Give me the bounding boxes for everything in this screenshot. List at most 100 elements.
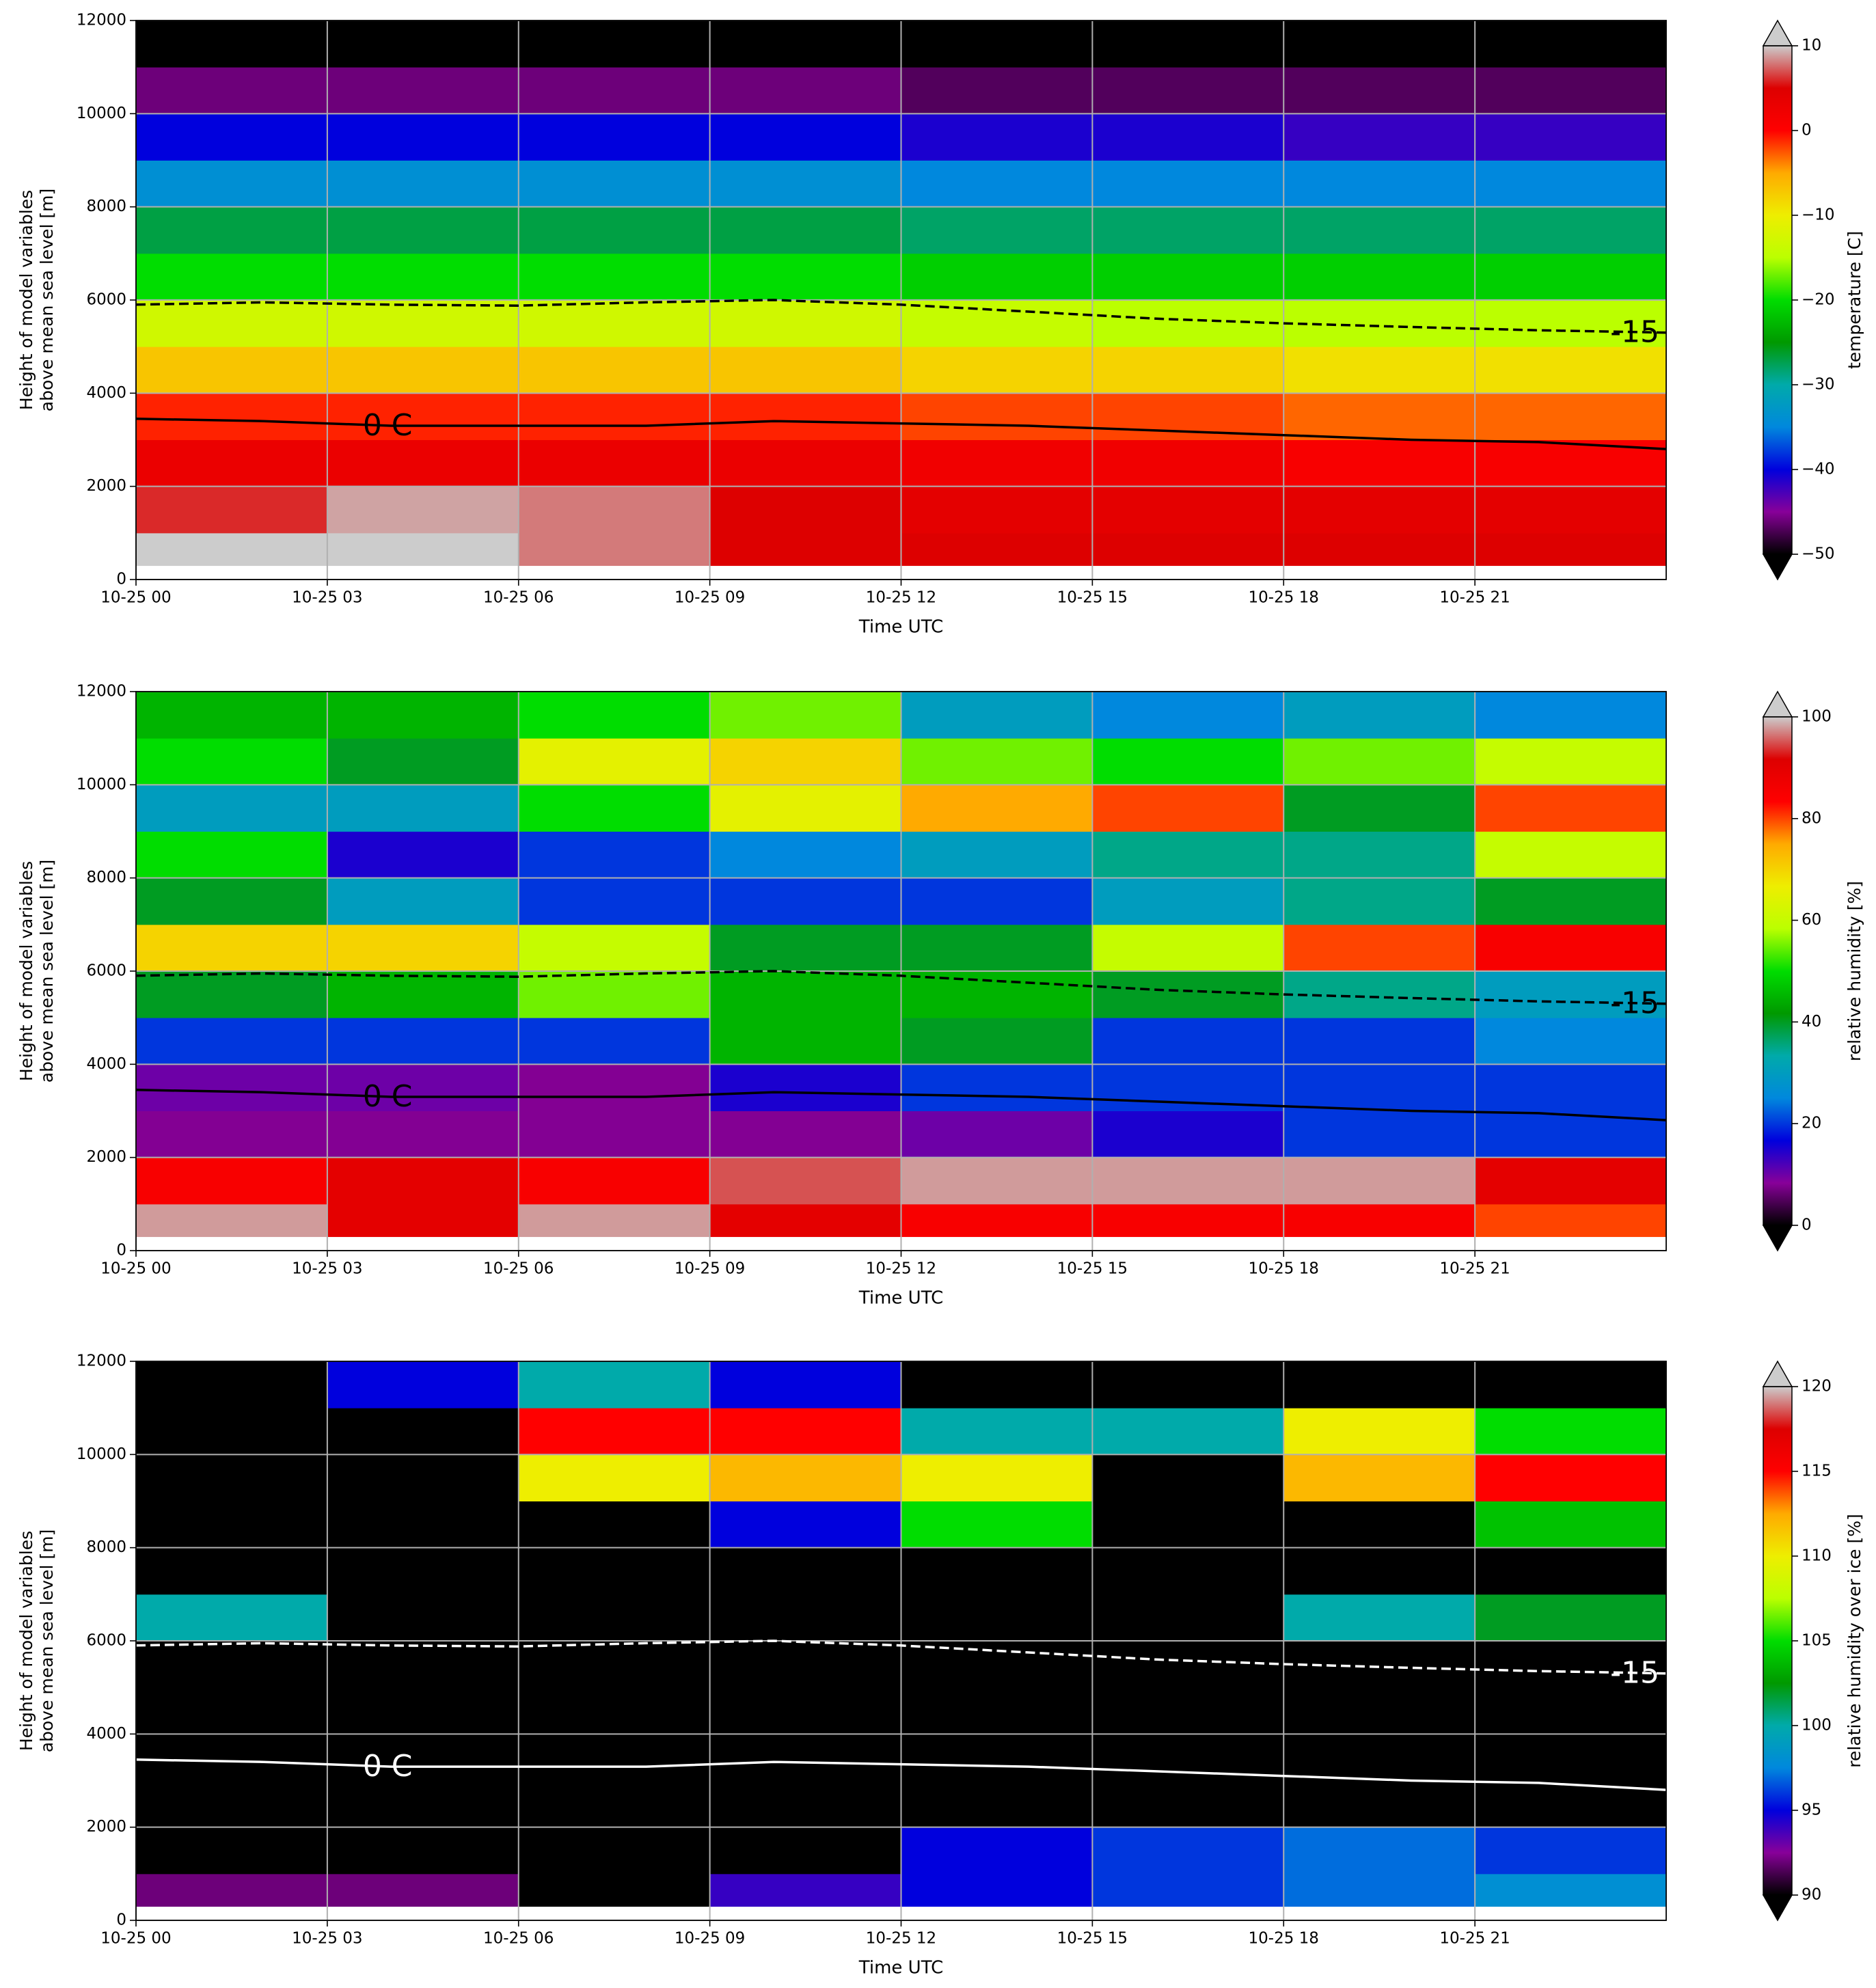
heatmap-cell <box>1092 1687 1284 1734</box>
colorbar-tick-label: −10 <box>1802 206 1835 224</box>
heatmap-cell <box>1283 1547 1476 1595</box>
heatmap-cell <box>901 1641 1093 1688</box>
heatmap-cell <box>1475 113 1667 161</box>
heatmap-cell <box>518 1203 711 1238</box>
heatmap-cell <box>327 924 519 972</box>
heatmap-cell <box>901 113 1093 161</box>
heatmap-cell <box>1092 67 1284 114</box>
heatmap-cell <box>518 532 711 567</box>
heatmap-cell <box>709 1827 901 1875</box>
heatmap-cell <box>136 113 328 161</box>
heatmap-cell <box>1475 1873 1667 1907</box>
heatmap-cell <box>136 1594 328 1642</box>
x-tick-label: 10-25 12 <box>866 589 936 607</box>
heatmap-cell <box>709 1687 901 1734</box>
heatmap-cell <box>901 1018 1093 1065</box>
x-axis-label: Time UTC <box>858 1958 943 1978</box>
heatmap-cell <box>518 924 711 972</box>
y-axis-label: Height of model variables <box>16 1531 36 1751</box>
heatmap-cell <box>136 924 328 972</box>
heatmap-cell <box>1283 1361 1476 1408</box>
heatmap-cell <box>1283 1454 1476 1501</box>
heatmap-cell <box>327 692 519 739</box>
heatmap-cell <box>136 1111 328 1158</box>
colorbar-tick-label: 95 <box>1802 1801 1821 1819</box>
heatmap-cell <box>709 532 901 567</box>
heatmap-cell <box>518 206 711 254</box>
heatmap-cell <box>1283 113 1476 161</box>
heatmap-cell <box>1092 1641 1284 1688</box>
heatmap-cell <box>1283 785 1476 832</box>
heatmap-cell <box>709 253 901 301</box>
heatmap-cell <box>136 1873 328 1907</box>
heatmap-cell <box>709 1203 901 1238</box>
heatmap-cell <box>327 1501 519 1549</box>
heatmap-cell <box>901 1203 1093 1238</box>
heatmap-cell <box>327 785 519 832</box>
heatmap-cell <box>709 21 901 68</box>
heatmap-cell <box>136 1501 328 1549</box>
heatmap-cell <box>518 1454 711 1501</box>
y-tick-label: 0 <box>116 1911 126 1929</box>
heatmap-cell <box>1475 877 1667 925</box>
heatmap-cell <box>1283 1018 1476 1065</box>
heatmap-cell <box>518 1018 711 1065</box>
heatmap-cell <box>1475 1064 1667 1111</box>
heatmap-cell <box>901 831 1093 879</box>
heatmap-cell <box>1475 785 1667 832</box>
colorbar-frame <box>1763 716 1793 1226</box>
colorbar-tick-label: −20 <box>1802 291 1835 309</box>
heatmap-cell <box>1475 206 1667 254</box>
heatmap-cell <box>901 738 1093 785</box>
axes-frame <box>135 20 1667 580</box>
colorbar-extend-bottom <box>1762 1225 1793 1252</box>
x-tick-label: 10-25 03 <box>292 1260 362 1278</box>
x-tick-label: 10-25 00 <box>100 589 171 607</box>
heatmap-cell <box>327 1064 519 1111</box>
colorbar-extend-top <box>1762 690 1793 718</box>
heatmap-cell <box>709 1594 901 1642</box>
heatmap-cell <box>136 1064 328 1111</box>
colorbar-tick-label: −40 <box>1802 461 1835 478</box>
heatmap-cell <box>709 300 901 347</box>
heatmap-cell <box>901 1454 1093 1501</box>
heatmap-cell <box>709 971 901 1018</box>
heatmap-cell <box>901 206 1093 254</box>
heatmap-cell <box>901 692 1093 739</box>
heatmap-cell <box>327 1157 519 1205</box>
colorbar-tick-label: 120 <box>1802 1378 1832 1395</box>
heatmap-cell <box>1475 1203 1667 1238</box>
heatmap-cell <box>327 346 519 394</box>
colorbar-tick-label: 0 <box>1802 122 1812 139</box>
panel: 10-25 00 10-25 03 10-25 06 10-25 09 10-25 12… <box>16 1352 1864 1978</box>
heatmap-cell <box>1092 300 1284 347</box>
heatmap-cell <box>327 1827 519 1875</box>
contour-line <box>135 418 1667 450</box>
heatmap-cell <box>1475 692 1667 739</box>
heatmap-cell <box>1092 877 1284 925</box>
heatmap-cell <box>136 1361 328 1408</box>
heatmap-cell <box>709 439 901 487</box>
heatmap-cell <box>1475 300 1667 347</box>
heatmap-cell <box>136 1547 328 1595</box>
heatmap-cell <box>1092 113 1284 161</box>
contour-label: -15 <box>1610 315 1659 350</box>
heatmap-cell <box>1283 1501 1476 1549</box>
heatmap-cell <box>1475 1687 1667 1734</box>
heatmap-cell <box>901 1361 1093 1408</box>
heatmap-cell <box>136 1157 328 1205</box>
x-tick-label: 10-25 12 <box>866 1260 936 1278</box>
heatmap-cell <box>136 738 328 785</box>
heatmap-cell <box>709 67 901 114</box>
heatmap-cell <box>1475 1594 1667 1642</box>
heatmap-cell <box>1283 1734 1476 1781</box>
heatmap-cell <box>1092 738 1284 785</box>
heatmap-cell <box>136 1454 328 1501</box>
heatmap-cell <box>709 113 901 161</box>
heatmap-cell <box>709 1018 901 1065</box>
y-tick-label: 0 <box>116 1242 126 1259</box>
colorbar-tick-label: 100 <box>1802 1717 1832 1734</box>
heatmap-cell <box>709 1641 901 1688</box>
heatmap-cell <box>1283 21 1476 68</box>
heatmap-cell <box>518 439 711 487</box>
